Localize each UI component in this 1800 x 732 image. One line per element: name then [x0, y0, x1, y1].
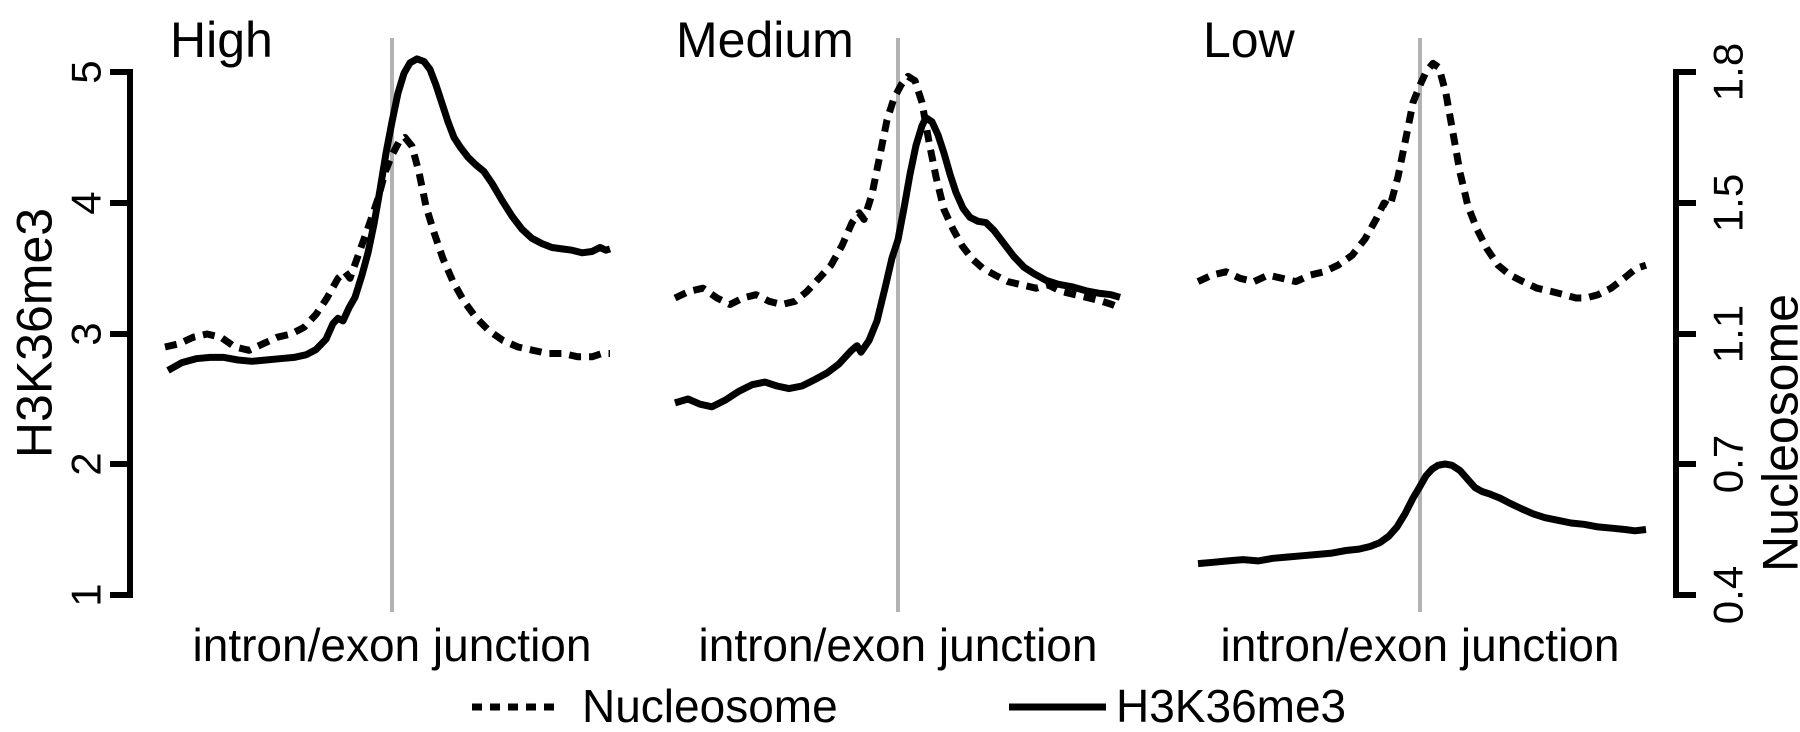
- left-axis-tick-label: 1: [63, 583, 110, 606]
- right-axis-tick-label: 1.5: [1705, 174, 1752, 232]
- left-axis-tick-label: 4: [63, 191, 110, 214]
- right-axis: 1.8 1.5 1.1 0.7 0.4 Nucleosome: [1673, 43, 1800, 624]
- panel-title-high: High: [170, 12, 273, 68]
- legend-label-nucleosome: Nucleosome: [582, 680, 838, 732]
- right-axis-tick-label: 0.4: [1705, 566, 1752, 624]
- xlabel-medium: intron/exon junction: [699, 619, 1098, 671]
- right-axis-tick-label: 1.1: [1705, 305, 1752, 363]
- left-axis-tick-label: 5: [63, 60, 110, 83]
- curve-medium-h3k36me3: [673, 114, 1121, 411]
- xlabel-high: intron/exon junction: [193, 619, 592, 671]
- right-axis-tick-label: 1.8: [1705, 43, 1752, 101]
- curve-medium-nucleosome: [673, 72, 1122, 312]
- curve-low-h3k36me3: [1197, 460, 1647, 568]
- left-axis-tick-label: 3: [63, 322, 110, 345]
- right-axis-ticks: 1.8 1.5 1.1 0.7 0.4: [1676, 43, 1752, 624]
- junction-lines-layer: [390, 38, 1422, 612]
- curve-high-nucleosome: [164, 134, 610, 361]
- panel-title-medium: Medium: [676, 12, 854, 68]
- legend: Nucleosome H3K36me3: [472, 680, 1346, 732]
- legend-label-h3k36me3: H3K36me3: [1116, 680, 1346, 732]
- left-axis: 5 4 3 2 1 H3K36me3: [7, 60, 133, 607]
- curve-low-nucleosome: [1196, 59, 1648, 302]
- curve-high-h3k36me3: [166, 55, 612, 374]
- right-axis-title: Nucleosome: [1753, 294, 1800, 572]
- left-axis-title: H3K36me3: [7, 208, 63, 458]
- panel-title-low: Low: [1203, 12, 1296, 68]
- left-axis-tick-label: 2: [63, 452, 110, 475]
- right-axis-tick-label: 0.7: [1705, 435, 1752, 493]
- left-axis-ticks: 5 4 3 2 1: [63, 60, 130, 607]
- curves-layer: [164, 55, 1648, 568]
- xlabel-low: intron/exon junction: [1221, 619, 1620, 671]
